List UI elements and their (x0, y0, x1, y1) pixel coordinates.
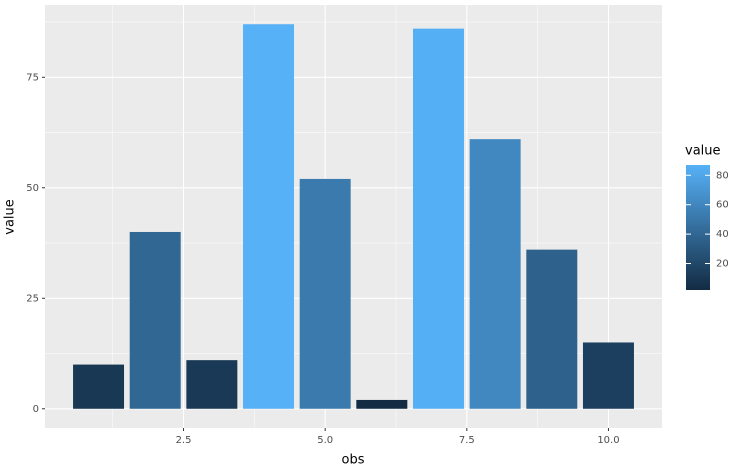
legend-tick-label: 60 (716, 200, 729, 211)
bar (129, 231, 181, 409)
colorbar (686, 165, 710, 290)
legend-tick-label: 40 (716, 229, 729, 240)
y-tick-label: 75 (26, 72, 39, 83)
x-axis-title: obs (342, 453, 365, 468)
bar (412, 28, 464, 409)
y-tick-label: 0 (33, 404, 39, 415)
bar (469, 139, 521, 409)
x-tick-label: 2.5 (176, 435, 192, 446)
bar (243, 24, 295, 409)
legend-tick-label: 80 (716, 170, 729, 181)
bar (186, 360, 238, 409)
y-tick-label: 50 (26, 183, 39, 194)
x-tick-label: 10.0 (597, 435, 619, 446)
y-axis-title: value (3, 199, 18, 235)
legend-title: value (685, 144, 721, 159)
bar (356, 399, 408, 409)
bar (299, 178, 351, 409)
bar (526, 249, 578, 409)
x-tick-label: 5.0 (317, 435, 333, 446)
bar (582, 342, 634, 409)
x-tick-label: 7.5 (459, 435, 475, 446)
y-tick-label: 25 (26, 293, 39, 304)
bar (73, 364, 125, 409)
legend-tick-label: 20 (716, 259, 729, 270)
